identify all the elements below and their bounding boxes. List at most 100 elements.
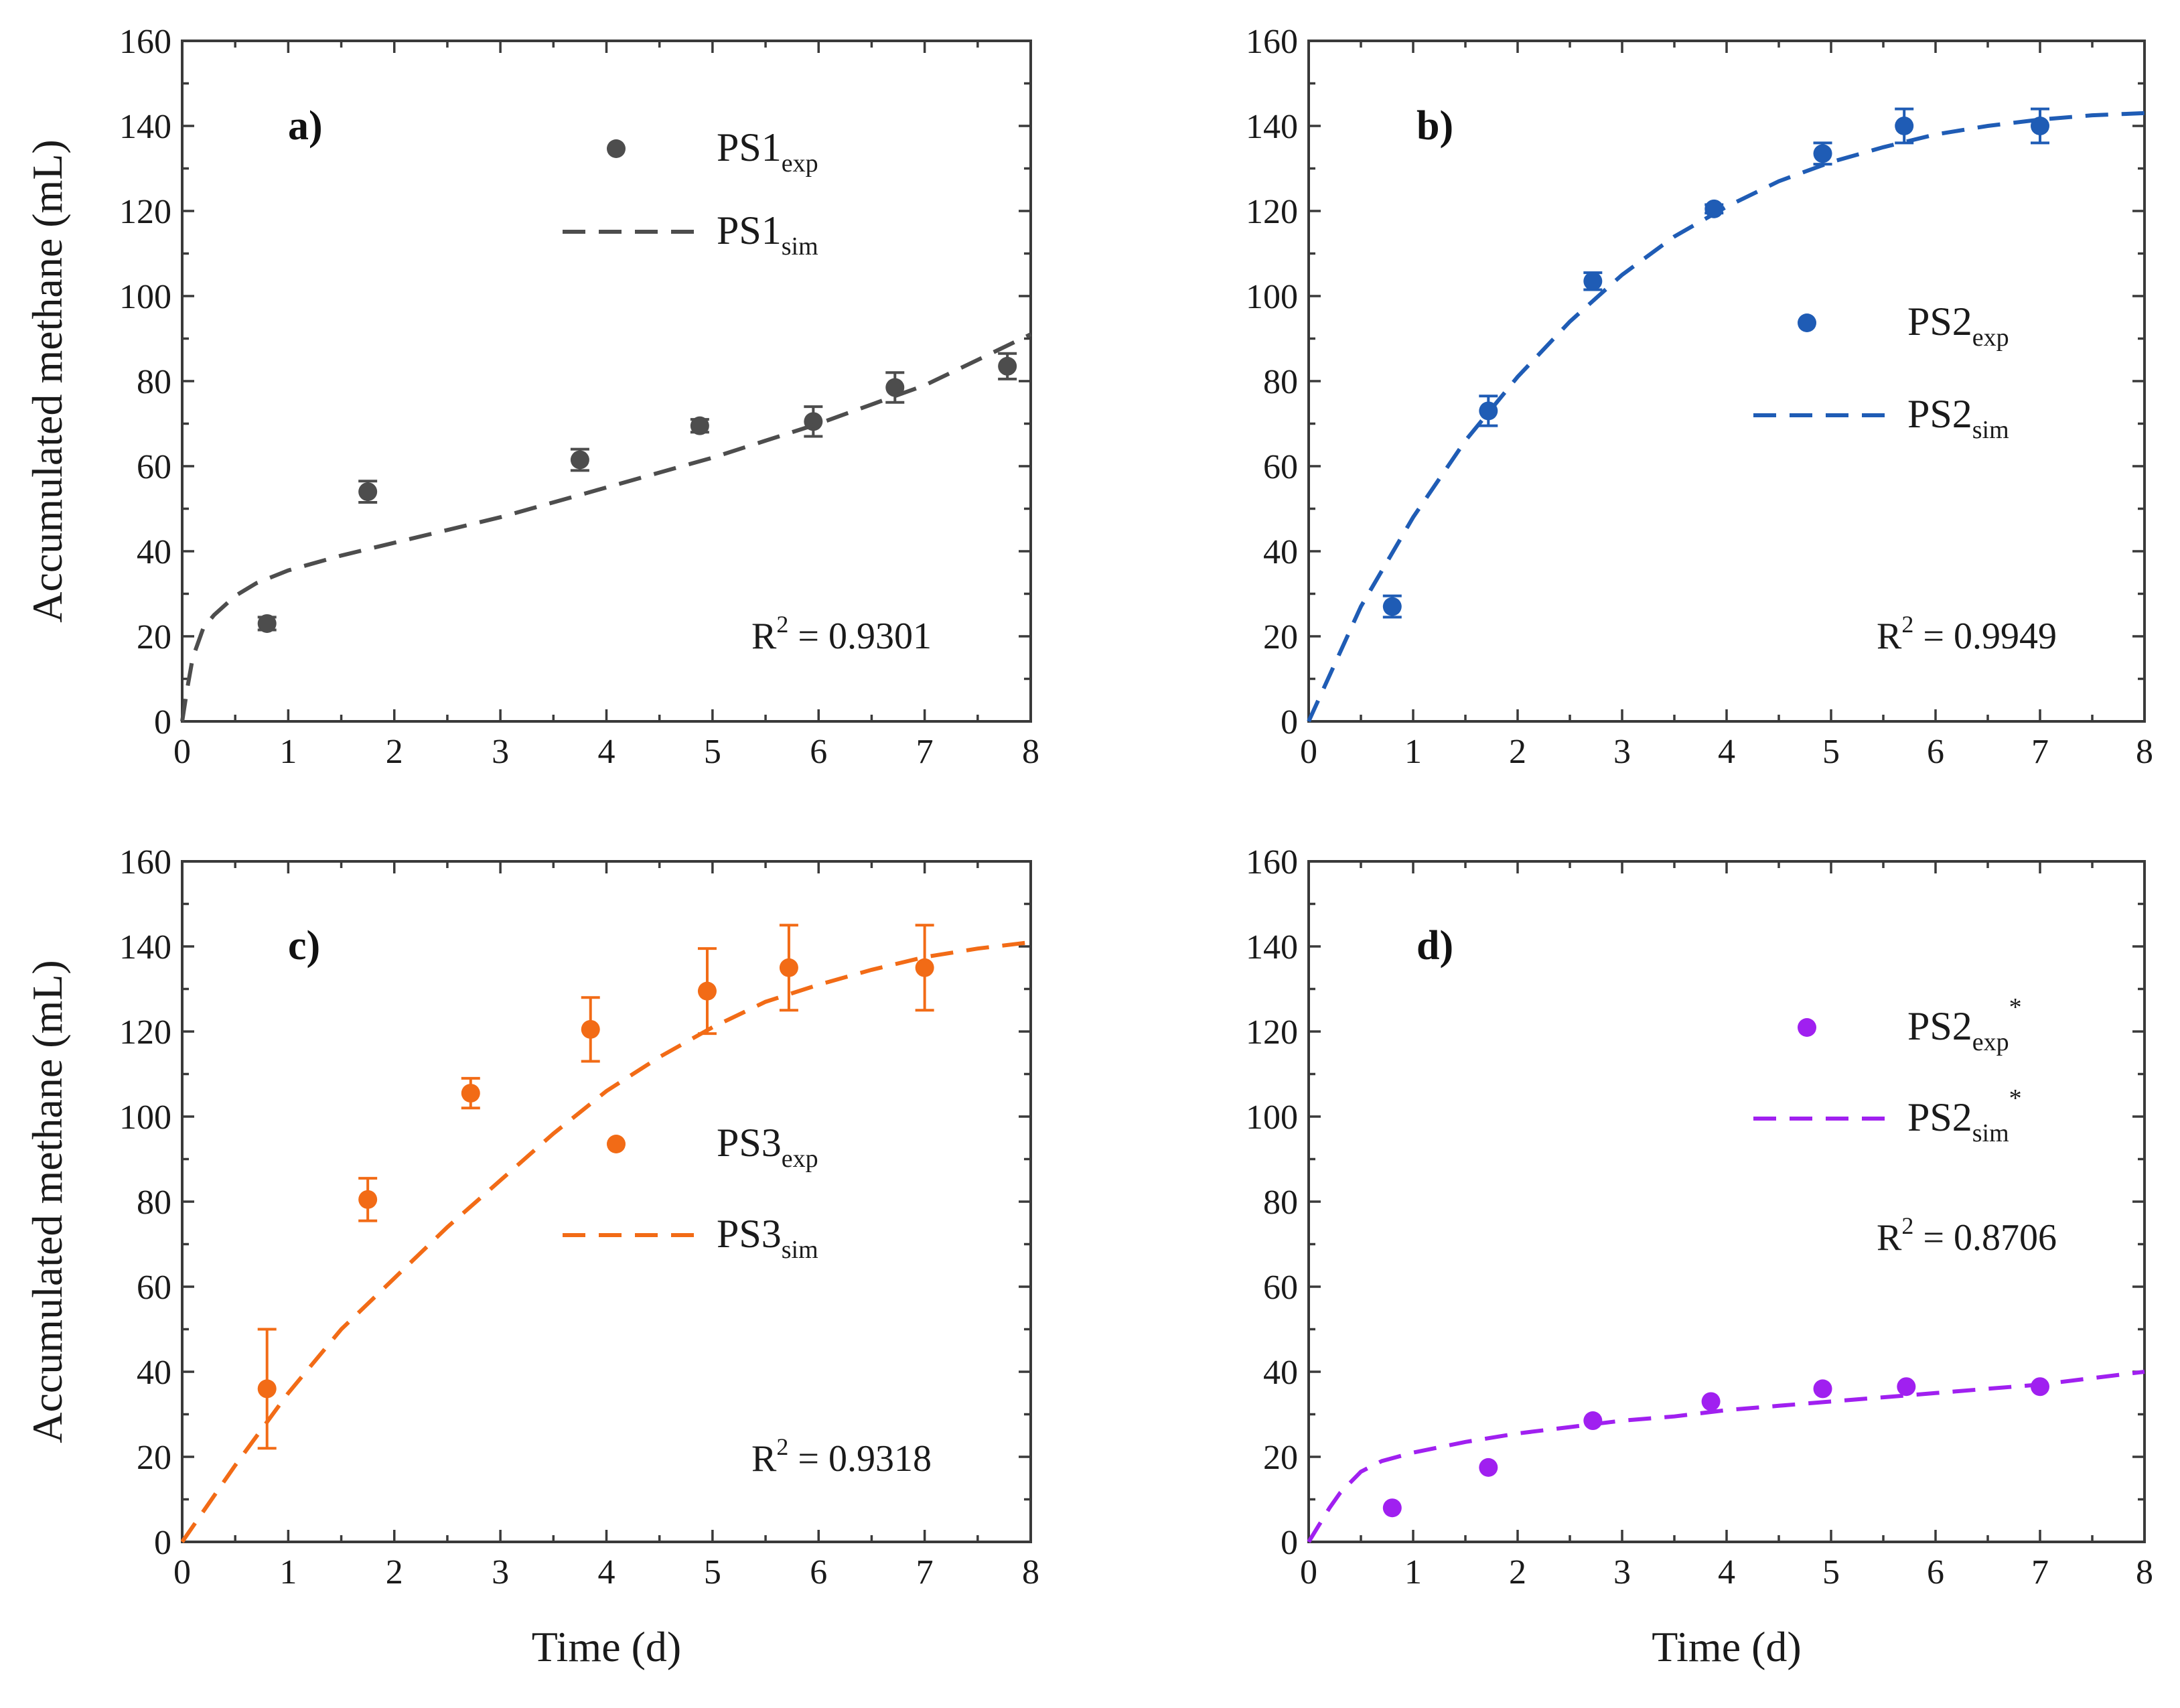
- y-tick-label: 160: [119, 843, 171, 881]
- x-axis-title: Time (d): [532, 1623, 681, 1670]
- y-tick-label: 100: [1246, 278, 1298, 316]
- y-tick-label: 40: [1263, 1354, 1298, 1392]
- y-tick-label: 100: [1246, 1098, 1298, 1137]
- simulated-curve: [1307, 111, 2145, 723]
- y-tick-label: 140: [119, 928, 171, 967]
- x-tick-label: 5: [704, 733, 721, 771]
- y-tick-label: 100: [119, 278, 171, 316]
- x-tick-label: 7: [2031, 1553, 2049, 1591]
- legend-label: PS3sim: [717, 1212, 818, 1264]
- legend-marker: [607, 1135, 626, 1153]
- y-tick-label: 20: [137, 1439, 171, 1477]
- legend-label-base: PS1: [717, 125, 782, 169]
- data-point: [998, 356, 1017, 376]
- r-squared-label: R2 = 0.8706: [1877, 1212, 2057, 1259]
- x-tick-label: 3: [492, 733, 509, 771]
- y-tick-label: 40: [137, 1354, 171, 1392]
- x-tick-label: 4: [1718, 1553, 1735, 1591]
- y-tick-label: 60: [137, 1269, 171, 1307]
- x-tick-label: 0: [1300, 1553, 1317, 1591]
- r-squared-label: R2 = 0.9318: [751, 1433, 932, 1480]
- x-tick-label: 3: [1613, 733, 1631, 771]
- x-tick-label: 1: [1404, 1553, 1422, 1591]
- data-point: [1479, 1457, 1498, 1477]
- x-tick-label: 7: [2031, 733, 2049, 771]
- data-point: [358, 482, 378, 502]
- r-squared-exponent: 2: [776, 1433, 788, 1460]
- x-tick-label: 6: [810, 1553, 827, 1591]
- r-squared-value: = 0.8706: [1913, 1217, 2057, 1259]
- r-squared-symbol: R: [751, 1438, 777, 1480]
- panel-letter: a): [288, 103, 323, 149]
- x-tick-label: 1: [1404, 733, 1422, 771]
- y-tick-label: 120: [119, 193, 171, 231]
- data-point: [1382, 1498, 1402, 1518]
- y-tick-label: 20: [1263, 618, 1298, 656]
- x-tick-label: 4: [598, 1553, 615, 1591]
- x-tick-label: 8: [1022, 733, 1039, 771]
- legend-label-base: PS3: [717, 1121, 782, 1165]
- r-squared-value: = 0.9318: [788, 1438, 932, 1480]
- x-tick-label: 5: [704, 1553, 721, 1591]
- legend-label-sup: *: [2009, 1084, 2022, 1113]
- legend-label-base: PS1: [717, 208, 782, 253]
- legend-label-sub: exp: [782, 149, 818, 177]
- simulated-curve: [1307, 1370, 2145, 1543]
- x-tick-label: 6: [1927, 1553, 1944, 1591]
- legend-label-base: PS2: [1907, 299, 1972, 344]
- x-tick-label: 3: [492, 1553, 509, 1591]
- x-tick-label: 2: [1509, 733, 1526, 771]
- panel-a: 0 1 2 3 4 5 6 7 8020406080100120140160Accumulate…: [23, 23, 1039, 771]
- r-squared-label: R2 = 0.9949: [1877, 611, 2057, 657]
- y-tick-label: 0: [1281, 703, 1298, 741]
- y-tick-label: 0: [154, 703, 171, 741]
- legend-label: PS2sim: [1907, 392, 2009, 444]
- y-tick-label: 120: [1246, 1013, 1298, 1052]
- x-axis-title: Time (d): [1652, 1623, 1801, 1670]
- simulated-curve: [180, 332, 1032, 722]
- data-point: [1897, 1377, 1916, 1397]
- x-tick-label: 8: [2136, 733, 2153, 771]
- legend-label-sub: exp: [1972, 324, 2009, 352]
- y-tick-label: 40: [137, 533, 171, 571]
- legend-label: PS2exp: [1907, 299, 2009, 352]
- data-point: [358, 1190, 378, 1209]
- y-tick-label: 20: [137, 618, 171, 656]
- legend-label: PS2exp*: [1907, 993, 2022, 1056]
- x-tick-label: 2: [386, 733, 403, 771]
- x-tick-label: 1: [279, 1553, 297, 1591]
- r-squared-symbol: R: [1877, 1217, 1902, 1259]
- r-squared-exponent: 2: [1901, 611, 1913, 638]
- legend-label: PS1exp: [717, 125, 818, 177]
- y-tick-label: 20: [1263, 1439, 1298, 1477]
- x-tick-label: 0: [173, 733, 191, 771]
- data-point: [779, 958, 798, 977]
- simulated-curve: [180, 940, 1031, 1543]
- x-tick-label: 4: [598, 733, 615, 771]
- y-tick-label: 120: [119, 1013, 171, 1052]
- data-point: [1813, 144, 1832, 163]
- legend-label-base: PS2: [1907, 1095, 1972, 1139]
- data-point: [915, 958, 934, 977]
- y-tick-label: 80: [137, 363, 171, 401]
- data-point: [461, 1084, 480, 1103]
- legend-label-sub: exp: [1972, 1028, 2009, 1056]
- legend-label-sub: sim: [782, 1236, 818, 1264]
- y-tick-label: 140: [119, 108, 171, 146]
- y-tick-label: 140: [1246, 108, 1298, 146]
- x-tick-label: 5: [1822, 733, 1840, 771]
- panel-letter: d): [1416, 923, 1453, 969]
- panel-b: 0 1 2 3 4 5 6 7 8020406080100120140160b)PS2expPS…: [1246, 23, 2153, 771]
- x-tick-label: 2: [1509, 1553, 1526, 1591]
- legend-label: PS1sim: [717, 208, 818, 261]
- legend-marker: [1798, 313, 1816, 332]
- data-point: [257, 1379, 277, 1399]
- x-tick-label: 4: [1718, 733, 1735, 771]
- data-point: [1583, 1411, 1603, 1431]
- x-tick-label: 0: [173, 1553, 191, 1591]
- y-tick-label: 60: [1263, 448, 1298, 486]
- r-squared-exponent: 2: [776, 611, 788, 638]
- x-tick-label: 2: [386, 1553, 403, 1591]
- data-point: [570, 450, 589, 470]
